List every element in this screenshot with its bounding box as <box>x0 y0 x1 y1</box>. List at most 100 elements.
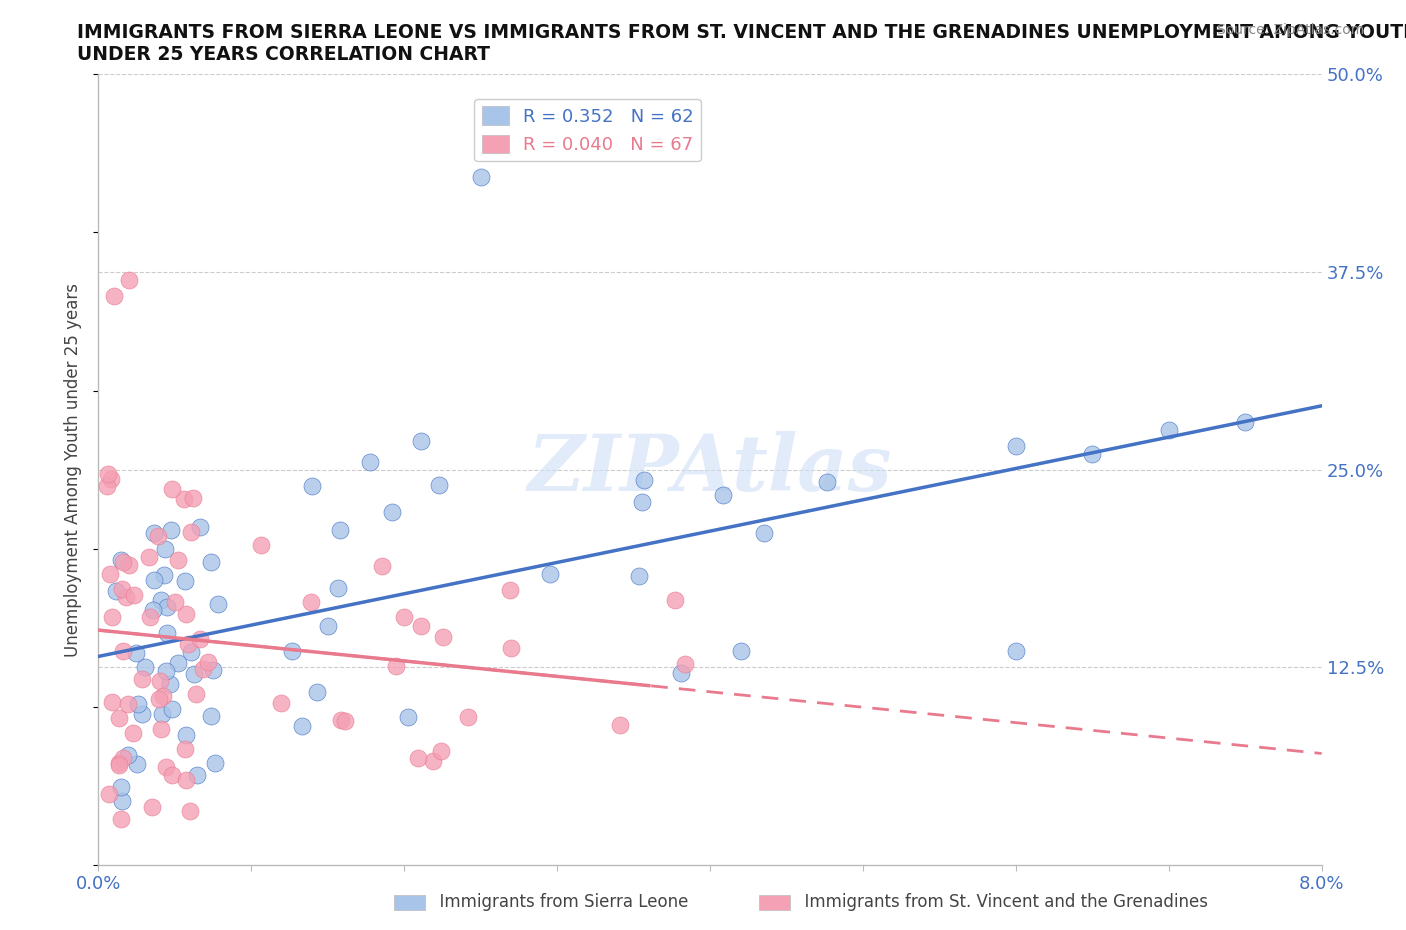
Point <box>125 757 148 772</box>
Point <box>122 725 145 740</box>
Point <box>183 667 205 682</box>
Point <box>179 804 201 818</box>
Point <box>281 644 304 658</box>
Text: Source: ZipAtlas.com: Source: ZipAtlas.com <box>1216 23 1364 37</box>
Point <box>669 666 692 681</box>
Point <box>111 581 134 596</box>
Point <box>316 618 339 633</box>
Point <box>633 473 655 488</box>
Point <box>406 751 429 765</box>
Point <box>111 555 134 570</box>
Point <box>176 773 198 788</box>
Point <box>124 645 146 660</box>
Point <box>134 659 156 674</box>
Point <box>204 755 226 770</box>
Point <box>152 567 174 582</box>
Point <box>181 490 204 505</box>
Point <box>103 288 125 303</box>
Point <box>166 552 188 567</box>
Point <box>160 482 183 497</box>
Point <box>152 688 174 703</box>
Point <box>359 454 381 469</box>
Point <box>138 549 160 564</box>
Point <box>381 504 404 519</box>
Point <box>328 580 350 595</box>
Point <box>174 574 197 589</box>
Point <box>173 492 195 507</box>
Point <box>291 718 314 733</box>
Point <box>110 552 132 567</box>
Y-axis label: Unemployment Among Youth under 25 years: Unemployment Among Youth under 25 years <box>65 283 83 657</box>
Point <box>409 434 432 449</box>
Point <box>202 662 225 677</box>
Point <box>96 478 118 493</box>
Point <box>111 751 134 765</box>
Point <box>1157 422 1180 438</box>
Point <box>174 741 197 756</box>
Point <box>148 528 170 543</box>
Point <box>430 744 453 759</box>
Point <box>538 566 561 581</box>
Point <box>498 582 520 597</box>
Point <box>1004 439 1026 454</box>
Point <box>188 520 211 535</box>
Point <box>117 747 139 762</box>
Point <box>122 587 145 602</box>
Legend: R = 0.352   N = 62, R = 0.040   N = 67: R = 0.352 N = 62, R = 0.040 N = 67 <box>474 100 702 162</box>
Point <box>730 644 752 658</box>
Point <box>131 671 153 686</box>
Point <box>159 676 181 691</box>
Point <box>127 697 149 711</box>
Point <box>186 686 208 701</box>
Point <box>142 602 165 617</box>
Point <box>176 727 198 742</box>
Point <box>100 695 122 710</box>
Point <box>329 712 352 727</box>
Point <box>396 709 419 724</box>
Point <box>180 525 202 539</box>
Point <box>392 609 415 624</box>
Point <box>270 696 292 711</box>
Point <box>100 472 122 486</box>
Point <box>385 658 408 673</box>
Point <box>628 568 651 583</box>
Point <box>142 573 165 588</box>
Point <box>118 272 141 287</box>
Point <box>156 600 179 615</box>
Point <box>111 794 134 809</box>
Point <box>177 636 200 651</box>
Point <box>148 692 170 707</box>
Point <box>98 787 121 802</box>
Point <box>207 596 229 611</box>
Point <box>162 702 184 717</box>
Point <box>1234 415 1257 430</box>
Point <box>141 800 163 815</box>
Text: ZIPAtlas: ZIPAtlas <box>527 432 893 508</box>
Text: Immigrants from St. Vincent and the Grenadines: Immigrants from St. Vincent and the Gren… <box>794 893 1208 911</box>
Point <box>176 606 198 621</box>
Point <box>143 525 166 540</box>
Point <box>111 644 134 658</box>
Point <box>107 711 129 725</box>
Point <box>675 657 697 671</box>
Point <box>427 478 450 493</box>
Point <box>114 590 136 604</box>
Point <box>180 645 202 660</box>
Point <box>815 475 838 490</box>
Point <box>118 558 141 573</box>
Point <box>470 169 492 184</box>
Point <box>156 626 179 641</box>
Point <box>752 525 775 540</box>
Point <box>139 609 162 624</box>
Point <box>457 710 479 724</box>
Point <box>371 559 394 574</box>
Point <box>105 583 128 598</box>
Point <box>186 768 208 783</box>
Point <box>422 753 444 768</box>
Text: Immigrants from Sierra Leone: Immigrants from Sierra Leone <box>429 893 688 911</box>
Point <box>165 594 187 609</box>
Point <box>335 713 357 728</box>
Point <box>160 767 183 782</box>
Point <box>250 538 273 552</box>
Point <box>108 756 131 771</box>
